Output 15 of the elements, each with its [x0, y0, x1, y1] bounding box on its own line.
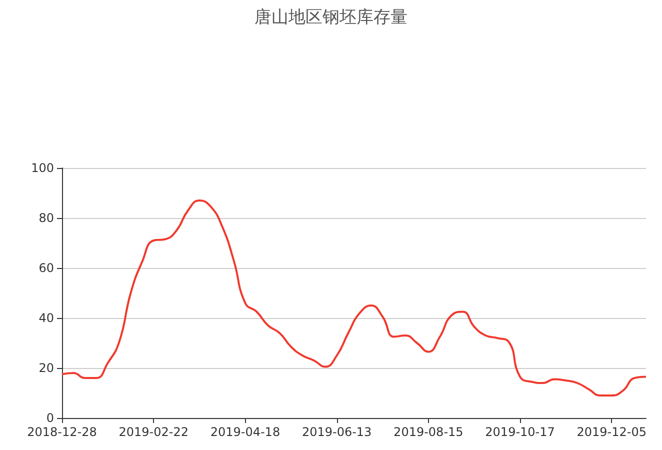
- x-tick-label: 2019-12-05: [576, 425, 647, 439]
- x-tick-label: 2018-12-28: [27, 425, 97, 439]
- y-tick-label: 100: [31, 161, 54, 175]
- x-tick-label: 2019-06-13: [302, 425, 372, 439]
- chart-title: 唐山地区钢坯库存量: [254, 8, 408, 28]
- x-tick-label: 2019-08-15: [394, 425, 464, 439]
- y-tick-label: 20: [38, 361, 54, 375]
- x-tick-label: 2019-04-18: [210, 425, 280, 439]
- x-tick-label: 2019-02-22: [118, 425, 188, 439]
- x-tick-label: 2019-10-17: [485, 425, 555, 439]
- line-series: [61, 200, 647, 396]
- y-tick-label: 40: [38, 311, 54, 325]
- y-tick-label: 60: [38, 261, 54, 275]
- y-tick-label: 0: [46, 411, 54, 425]
- y-tick-label: 80: [38, 211, 54, 225]
